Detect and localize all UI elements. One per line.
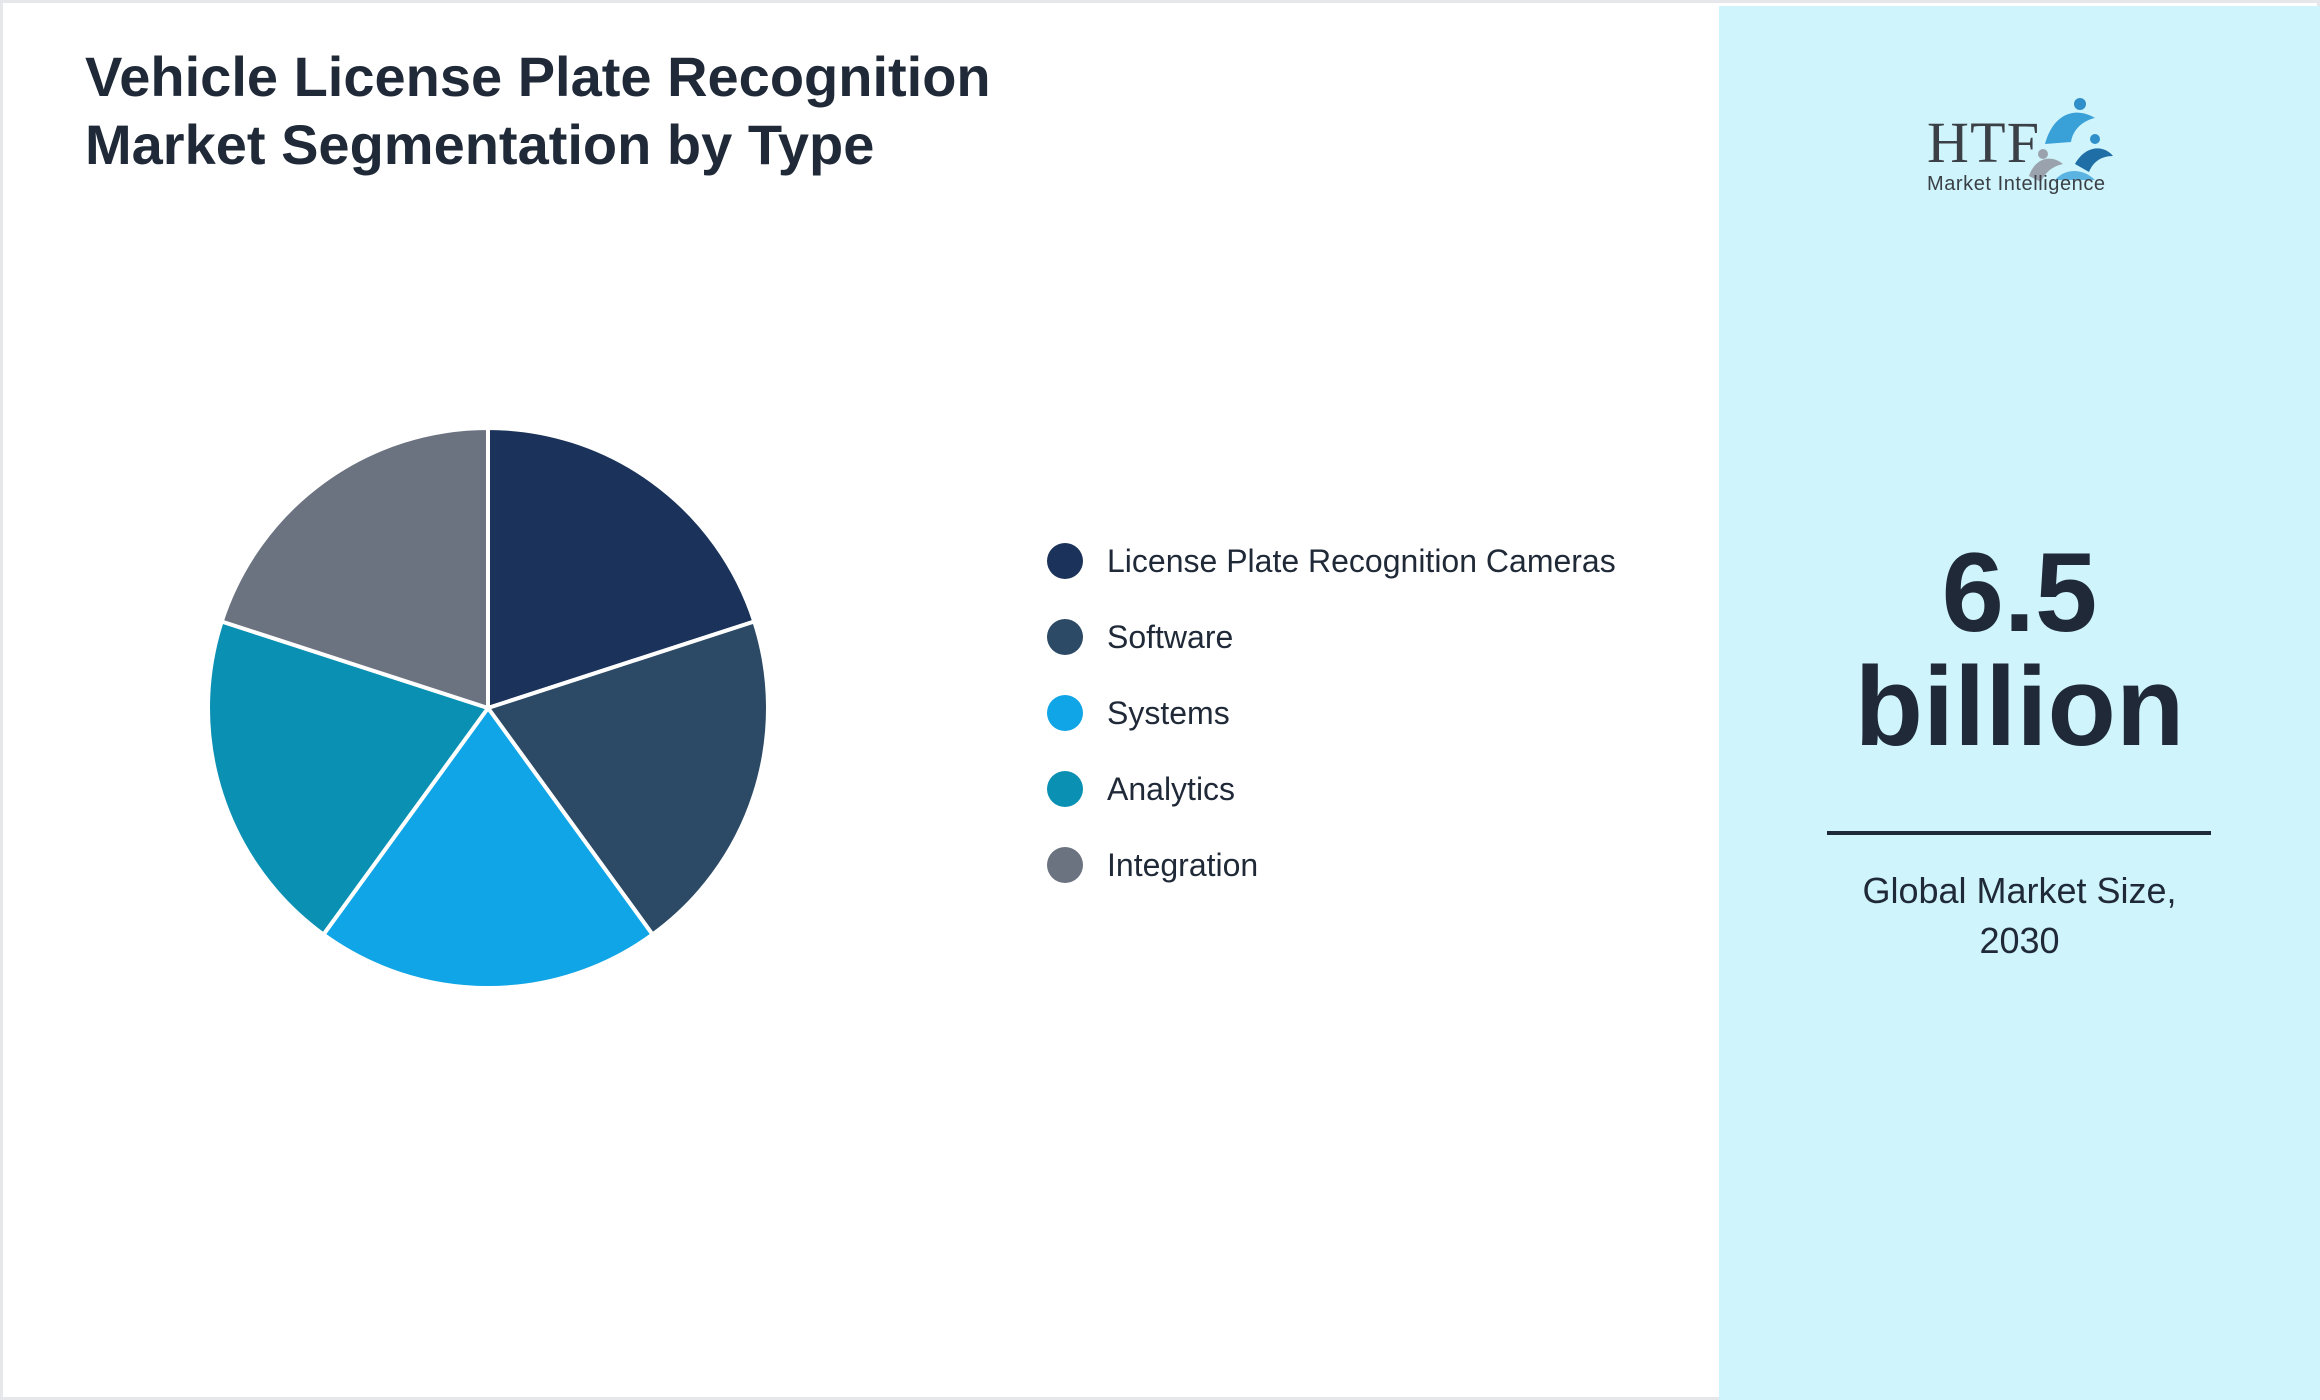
- market-size-panel: HTF Market Intelligence 6.5 billion Glob…: [1719, 6, 2320, 1400]
- market-size-unit: billion: [1854, 644, 2185, 769]
- caption-line-2: 2030: [1979, 920, 2060, 961]
- divider: [1827, 831, 2211, 835]
- chart-legend: License Plate Recognition Cameras Softwar…: [1043, 523, 1703, 903]
- legend-swatch: [1047, 847, 1083, 883]
- chart-title: Vehicle License Plate Recognition Market…: [85, 43, 1285, 179]
- pie-chart: [206, 425, 770, 990]
- legend-swatch: [1047, 771, 1083, 807]
- legend-swatch: [1047, 619, 1083, 655]
- legend-label: Integration: [1107, 846, 1259, 883]
- legend-item: Software: [1043, 599, 1703, 675]
- pie-slice-license-plate-recognition-cameras: [486, 425, 757, 711]
- legend-item: Integration: [1043, 827, 1703, 903]
- market-size-value: 6.5 billion: [1719, 536, 2320, 764]
- chart-title-line-1: Vehicle License Plate Recognition: [85, 45, 991, 108]
- pie-slice-analytics: [206, 618, 492, 938]
- chart-title-line-2: Market Segmentation by Type: [85, 113, 875, 176]
- logo-text: HTF: [1927, 110, 2039, 175]
- caption-line-1: Global Market Size,: [1862, 870, 2177, 911]
- legend-label: Software: [1107, 618, 1234, 655]
- market-size-caption: Global Market Size, 2030: [1719, 866, 2320, 966]
- legend-label: Systems: [1107, 694, 1230, 731]
- chart-panel: Vehicle License Plate Recognition Market…: [3, 3, 1719, 1397]
- logo-subtext: Market Intelligence: [1927, 173, 2105, 194]
- market-size-number: 6.5: [1941, 530, 2098, 655]
- pie-slice-integration: [219, 425, 490, 711]
- pie-slice-software: [484, 618, 770, 938]
- pie-slice-systems: [320, 704, 656, 990]
- logo-figures-icon: [2029, 98, 2113, 182]
- legend-item: Analytics: [1043, 751, 1703, 827]
- legend-swatch: [1047, 543, 1083, 579]
- htf-logo: HTF Market Intelligence: [1927, 98, 2113, 194]
- legend-swatch: [1047, 695, 1083, 731]
- legend-label: License Plate Recognition Cameras: [1107, 542, 1616, 579]
- legend-label: Analytics: [1107, 770, 1236, 807]
- legend-item: License Plate Recognition Cameras: [1043, 523, 1703, 599]
- legend-item: Systems: [1043, 675, 1703, 751]
